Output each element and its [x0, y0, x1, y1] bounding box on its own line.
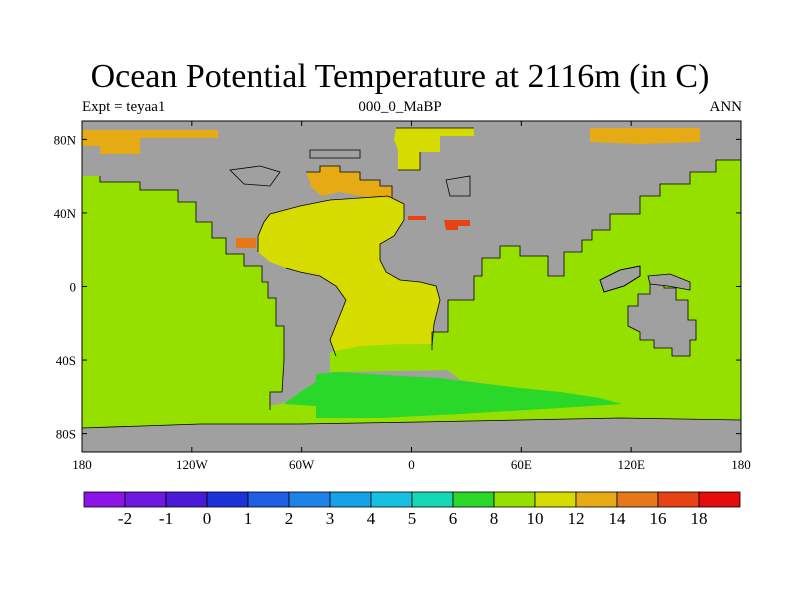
antarctica-land: [82, 420, 741, 452]
gulf-of-mexico: [236, 238, 256, 248]
colorbar-swatch: [534, 491, 577, 508]
x-tick-label: 180: [72, 457, 92, 472]
colorbar-swatch: [329, 491, 372, 508]
colorbar-swatch: [575, 491, 618, 508]
colorbar-swatch: [616, 491, 659, 508]
colorbar-label: -1: [159, 509, 173, 528]
southern-ocean: [284, 372, 622, 418]
colorbar-label: 4: [367, 509, 376, 528]
time-label: 000_0_MaBP: [358, 99, 442, 115]
colorbar-swatch: [411, 491, 454, 508]
arctic-ocean: [82, 130, 218, 154]
colorbar-label: 1: [244, 509, 253, 528]
colorbar-label: 18: [691, 509, 708, 528]
x-tick-label: 0: [408, 457, 415, 472]
y-tick-label: 40N: [54, 206, 77, 221]
axis-ticks: 180 120W 60W 0 60E 120E 180 80N 40N 0 40S 80S: [54, 121, 751, 472]
arctic-ocean-east: [590, 128, 700, 144]
y-tick-label: 80S: [56, 427, 76, 442]
colorbar-swatch: [698, 491, 741, 508]
colorbar-label: 6: [449, 509, 458, 528]
y-tick-label: 80N: [54, 132, 77, 147]
colorbar-swatch: [493, 491, 536, 508]
colorbar-label: 3: [326, 509, 335, 528]
x-tick-label: 120E: [617, 457, 645, 472]
plot-title: Ocean Potential Temperature at 2116m (in…: [90, 58, 710, 95]
colorbar-label: 5: [408, 509, 417, 528]
season-label: ANN: [709, 99, 743, 115]
colorbar-swatch: [124, 491, 167, 508]
australia-land: [627, 279, 697, 357]
atlantic-ocean: [258, 196, 440, 356]
y-tick-label: 40S: [56, 353, 76, 368]
colorbar-swatch: [288, 491, 331, 508]
colorbar-swatch: [452, 491, 495, 508]
colorbar-swatch: [165, 491, 208, 508]
colorbar-swatch: [370, 491, 413, 508]
pacific-ocean: [82, 176, 284, 420]
x-tick-label: 60E: [511, 457, 532, 472]
colorbar-label: 2: [285, 509, 294, 528]
colorbar-label: 12: [568, 509, 585, 528]
colorbar-label: 0: [203, 509, 212, 528]
experiment-label: Expt = teyaa1: [82, 99, 166, 115]
colorbar-label: -2: [118, 509, 132, 528]
colorbar-label: 16: [650, 509, 667, 528]
y-tick-label: 0: [70, 280, 77, 295]
colorbar-swatch: [83, 491, 126, 508]
x-tick-label: 60W: [289, 457, 315, 472]
colorbar-swatch: [657, 491, 700, 508]
coastlines: [82, 127, 741, 429]
new-guinea-land: [647, 273, 691, 291]
colorbar-label: 8: [490, 509, 499, 528]
x-tick-label: 120W: [176, 457, 209, 472]
colorbar: -2 -1 0 1 2 3 4 5 6 8 10 12 14 16 18: [83, 491, 741, 528]
colorbar-swatch: [247, 491, 290, 508]
indian-ocean: [432, 160, 741, 420]
nordic-seas: [306, 166, 392, 198]
colorbar-label: 14: [609, 509, 627, 528]
mediterranean-sea: [408, 216, 470, 230]
x-tick-label: 180: [731, 457, 751, 472]
colorbar-swatch: [206, 491, 249, 508]
colorbar-label: 10: [527, 509, 544, 528]
south-atlantic-green: [330, 344, 460, 372]
arctic-ocean-center: [394, 128, 474, 170]
